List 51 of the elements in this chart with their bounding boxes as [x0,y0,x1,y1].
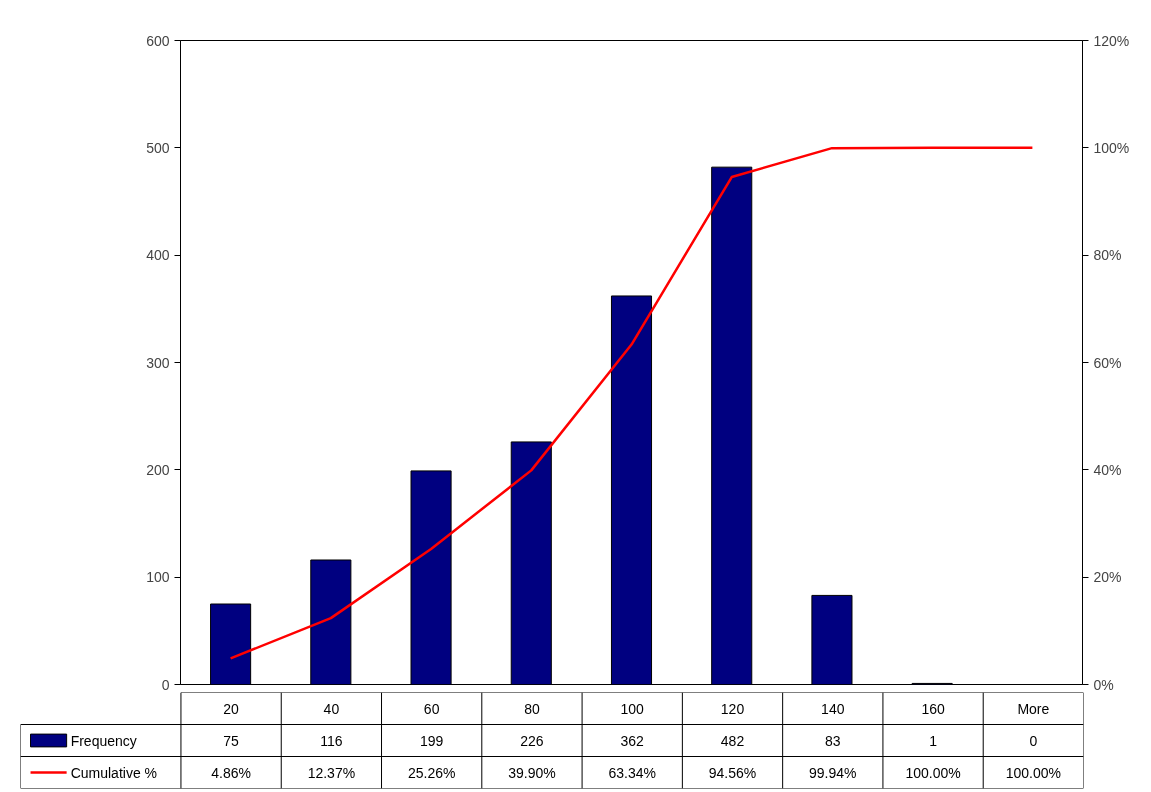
y-tick-label: 600 [146,32,170,49]
data-label: 75 [223,732,240,749]
y2-tick-label: 80% [1093,247,1122,264]
x-tick-label: 140 [821,700,845,717]
y-tick-label: 300 [146,354,170,371]
y2-tick-label: 100% [1093,139,1130,156]
x-tick-label: 160 [921,700,945,717]
y-tick-label: 500 [146,139,170,156]
bar [711,166,753,685]
y-tick-label: 100 [146,569,170,586]
data-label: 83 [825,732,841,749]
y2-tick-label: 0% [1093,676,1114,693]
y2-tick-label: 60% [1093,354,1122,371]
data-label: 226 [520,732,544,749]
bar [410,470,452,685]
x-tick-label: 80 [524,700,540,717]
data-label: 100.00% [905,764,961,781]
bar [210,603,252,685]
legend-label: Cumulative % [70,764,158,781]
data-label: 99.94% [809,764,857,781]
data-label: 1 [929,732,938,749]
data-label: 0 [1029,732,1038,749]
data-label: 12.37% [307,764,356,781]
bar [310,559,352,685]
x-tick-label: 120 [720,700,745,717]
x-tick-label: 100 [620,700,645,717]
y-tick-label: 400 [146,247,170,264]
y-tick-label: 200 [146,461,170,478]
data-label: 362 [620,732,645,749]
x-tick-label: 20 [223,700,240,717]
legend-label: Frequency [70,732,137,749]
x-tick-label: 60 [423,700,440,717]
data-label: 25.26% [407,764,456,781]
data-label: 63.34% [608,764,656,781]
y-tick-label: 0 [161,676,170,693]
x-tick-label: 40 [323,700,340,717]
bar [510,441,552,685]
data-label: 116 [320,732,343,749]
line-series [229,146,1034,660]
data-label: 100.00% [1005,764,1062,781]
y2-tick-label: 20% [1093,569,1122,586]
y2-tick-label: 40% [1093,461,1122,478]
y2-tick-label: 120% [1093,32,1130,49]
bar [610,295,653,685]
data-label: 199 [419,732,444,749]
x-tick-label: More [1017,700,1050,717]
data-label: 94.56% [708,764,757,781]
data-label: 482 [720,732,745,749]
data-label: 39.90% [508,764,556,781]
bar [811,594,853,685]
data-label: 4.86% [211,764,251,781]
